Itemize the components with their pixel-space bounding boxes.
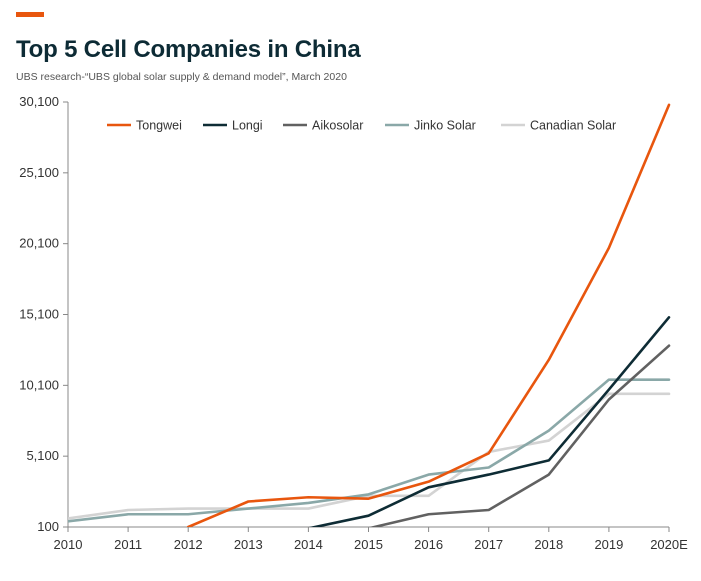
x-tick-label: 2017: [474, 537, 503, 552]
y-tick-label: 25,100: [19, 165, 59, 180]
x-tick-label: 2018: [534, 537, 563, 552]
legend: Tongwei Longi Aikosolar Jinko Solar Canadian…: [107, 119, 616, 133]
chart-subtitle: UBS research-“UBS global solar supply & …: [16, 71, 347, 83]
legend-label-jinko-solar: Jinko Solar: [414, 119, 476, 133]
legend-label-canadian-solar: Canadian Solar: [530, 119, 616, 133]
legend-label-longi: Longi: [232, 119, 263, 133]
y-tick-label: 100: [37, 519, 59, 534]
legend-label-aikosolar: Aikosolar: [312, 119, 363, 133]
x-tick-label: 2011: [114, 537, 142, 552]
x-tick-label: 2014: [294, 537, 323, 552]
series-lines: [68, 103, 671, 527]
series-line-canadian-solar: [68, 392, 671, 520]
x-tick-label: 2010: [54, 537, 83, 552]
x-tick-label: 2019: [594, 537, 623, 552]
x-tick-label: 2016: [414, 537, 443, 552]
x-tick-label: 2013: [234, 537, 263, 552]
x-tick-label: 2012: [174, 537, 203, 552]
y-tick-label: 15,100: [19, 307, 59, 322]
axes: 100 5,100 10,100 15,100 20,100 25,100 30,100 20…: [19, 94, 688, 552]
y-tick-label: 30,100: [19, 94, 59, 109]
y-tick-label: 20,100: [19, 236, 59, 251]
y-tick-label: 10,100: [19, 377, 59, 392]
x-tick-label: 2020E: [650, 537, 688, 552]
series-line-longi: [308, 316, 671, 527]
series-line-aikosolar: [368, 344, 671, 527]
accent-bar: [16, 12, 44, 17]
series-line-jinko-solar: [68, 378, 671, 523]
chart-title: Top 5 Cell Companies in China: [16, 36, 361, 63]
series-line-tongwei: [186, 103, 671, 527]
x-tick-label: 2015: [354, 537, 383, 552]
legend-label-tongwei: Tongwei: [136, 119, 182, 133]
y-tick-label: 5,100: [26, 448, 59, 463]
